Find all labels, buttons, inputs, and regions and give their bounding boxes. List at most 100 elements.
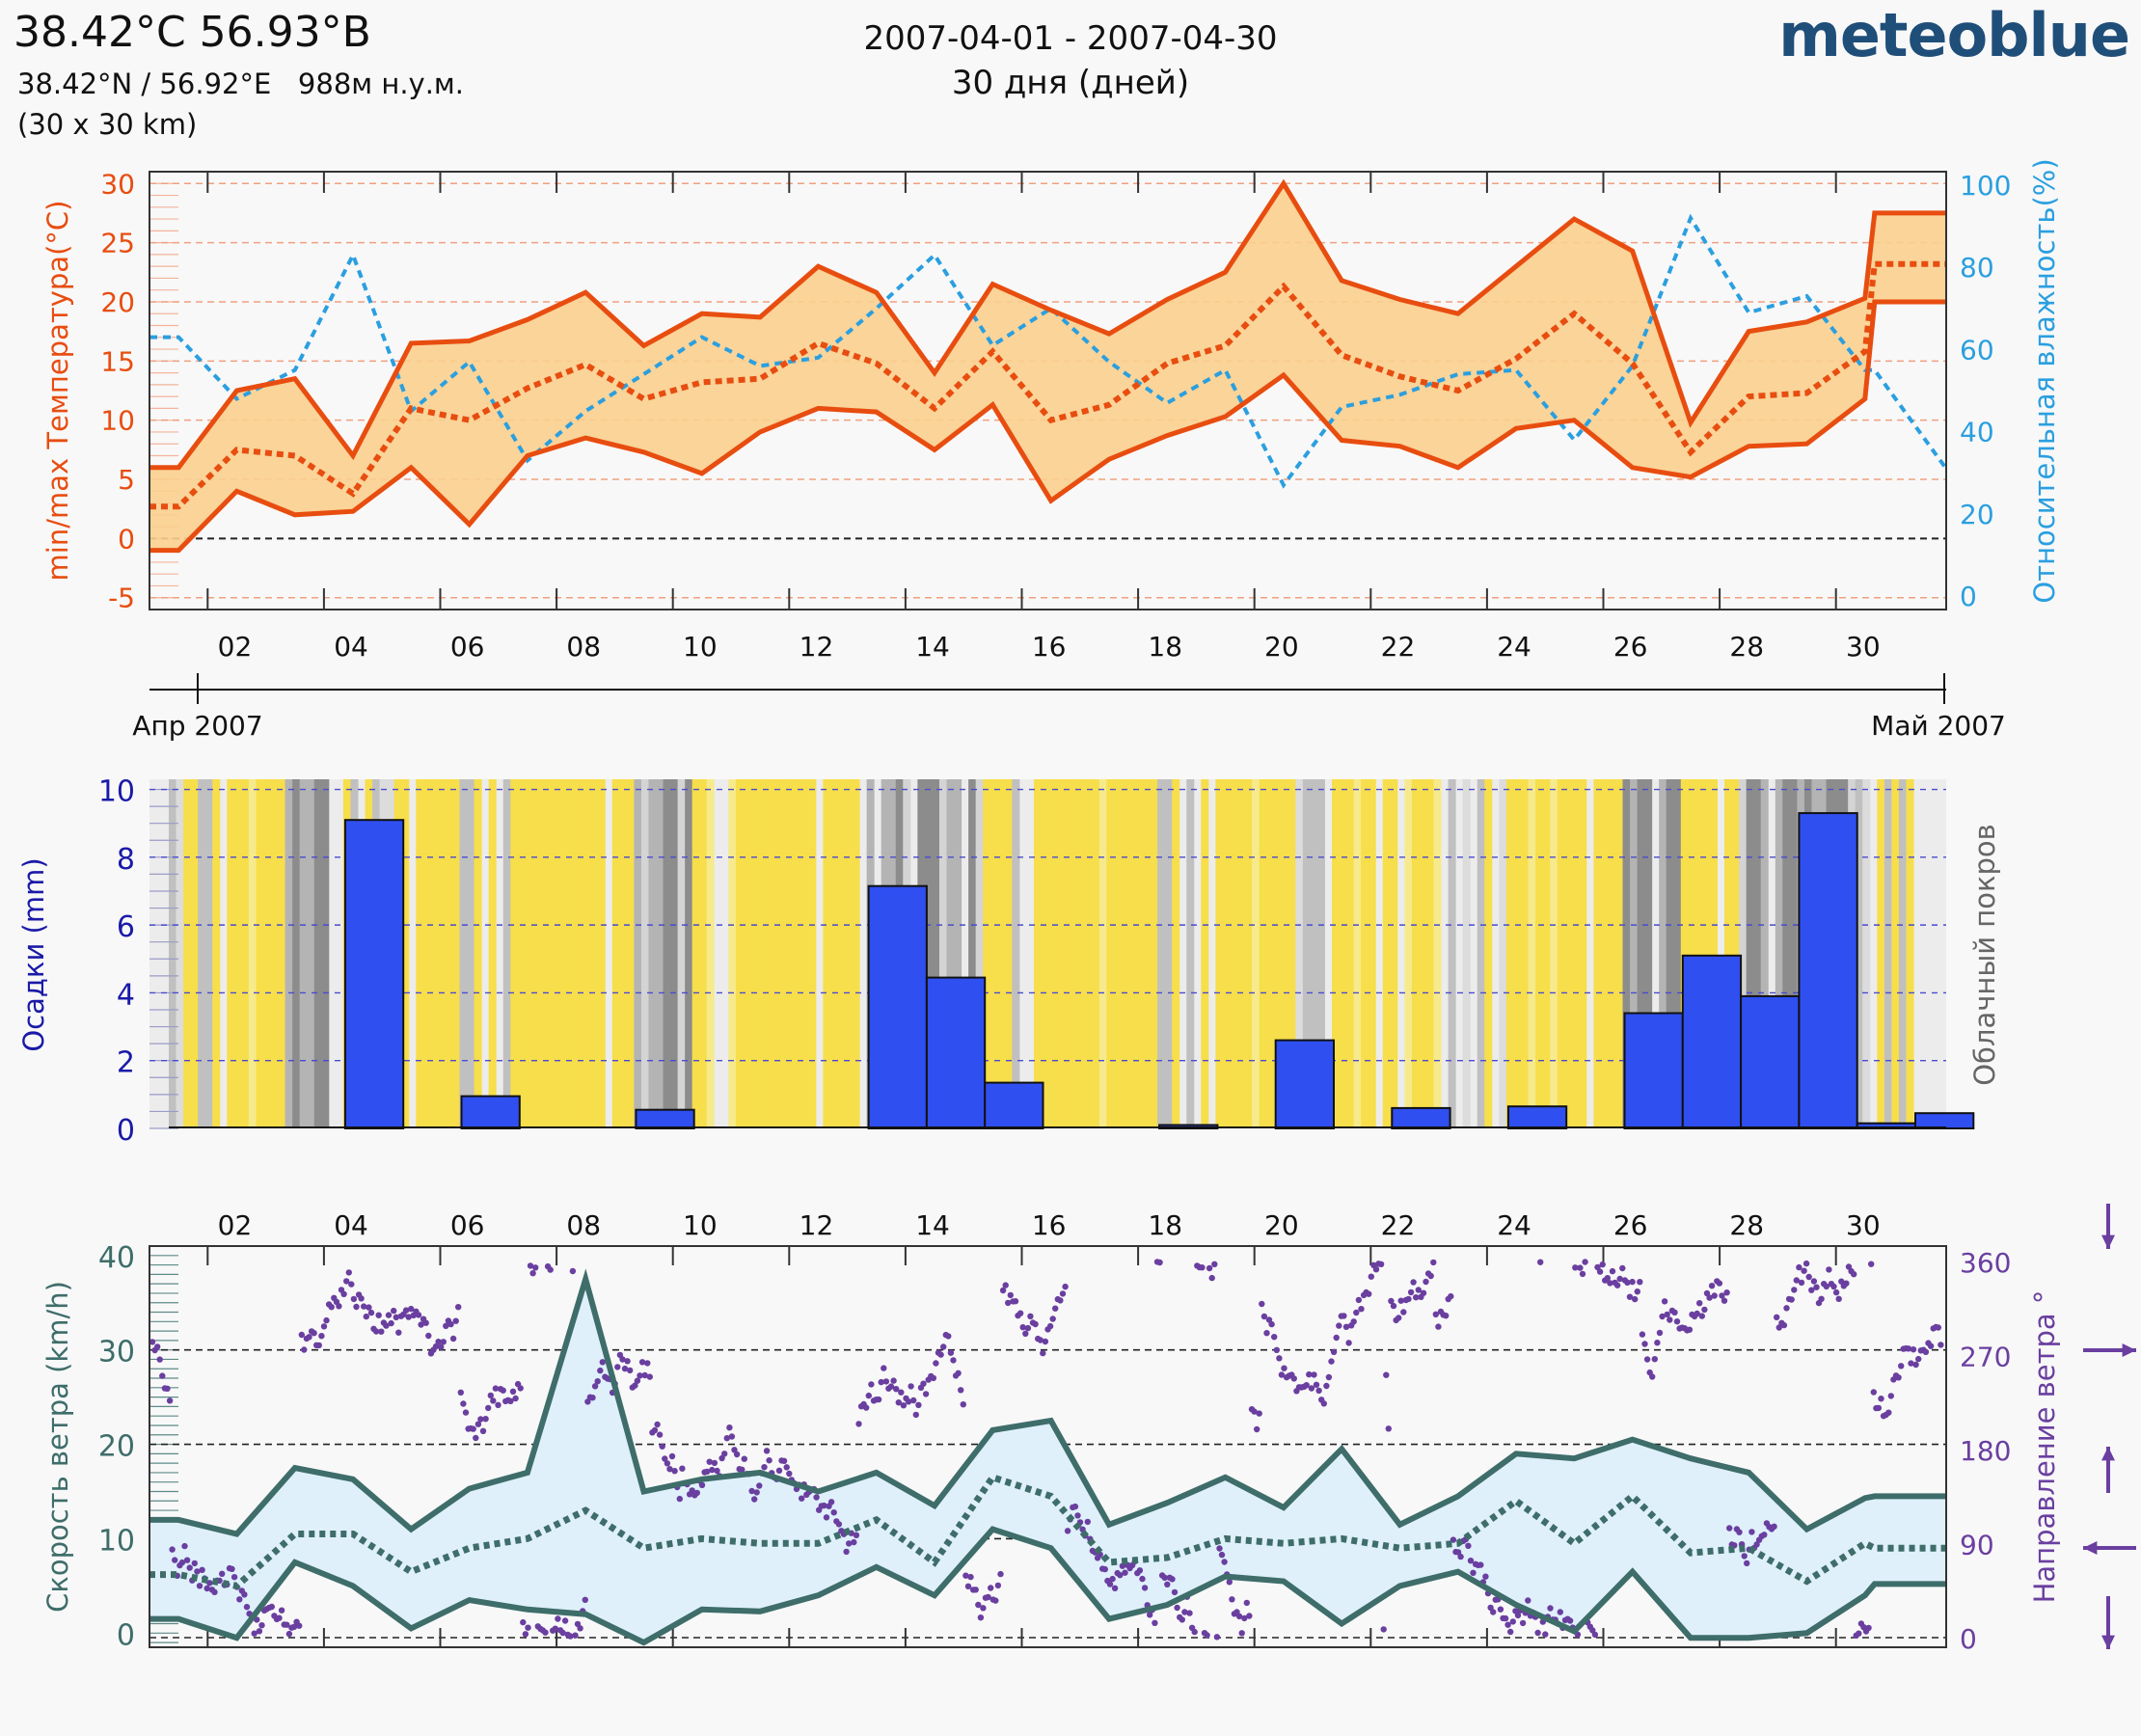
cloud-cover-strip xyxy=(313,779,322,1128)
wind-x-tick-label: 12 xyxy=(799,1209,834,1241)
wind-direction-point xyxy=(1604,1275,1612,1282)
wind-direction-point xyxy=(1256,1410,1262,1417)
wind-direction-point xyxy=(920,1380,927,1387)
cloud-cover-strip xyxy=(1425,779,1435,1128)
wind-direction-point xyxy=(632,1382,638,1389)
cloud-cover-strip xyxy=(1782,779,1791,1128)
wind-direction-point xyxy=(1415,1287,1423,1293)
wind-direction-point xyxy=(1711,1292,1718,1299)
temp-y-tick-label: 25 xyxy=(100,228,135,259)
wind-direction-point xyxy=(1059,1290,1067,1297)
precip-y-tick-label: 8 xyxy=(117,843,135,877)
grid-resolution: (30 x 30 km) xyxy=(17,108,198,141)
wind-direction-point xyxy=(1290,1375,1298,1382)
wind-direction-point xyxy=(482,1416,489,1423)
wind-x-tick-label: 16 xyxy=(1032,1209,1067,1241)
cloud-cover-strip xyxy=(1775,779,1783,1128)
wind-direction-point xyxy=(987,1585,994,1591)
precip-bar xyxy=(1506,1105,1568,1129)
wind-direction-point xyxy=(930,1374,937,1382)
month-label-end: Май 2007 xyxy=(1871,710,2006,742)
wind-direction-point xyxy=(637,1372,643,1379)
wind-x-tick-label: 18 xyxy=(1148,1209,1182,1241)
temp-x-tick-label: 30 xyxy=(1846,631,1881,663)
wind-direction-point xyxy=(1353,1309,1360,1316)
wind-direction-point xyxy=(1793,1277,1801,1284)
cloud-cover-strip xyxy=(510,779,519,1128)
meteoblue-logo[interactable]: meteoblue xyxy=(1778,0,2130,70)
cloud-cover-strip xyxy=(743,779,751,1128)
wind-direction-point xyxy=(1181,1609,1188,1615)
wind-direction-point xyxy=(547,1266,554,1273)
wind-direction-point xyxy=(1101,1565,1109,1573)
wind-direction-point xyxy=(203,1585,210,1592)
wind-direction-point xyxy=(851,1538,857,1546)
cloud-cover-strip xyxy=(626,779,635,1128)
cloud-cover-strip xyxy=(800,779,809,1128)
wind-direction-point xyxy=(679,1465,686,1472)
wind-direction-point xyxy=(1229,1596,1235,1603)
precip-y-tick-label: 0 xyxy=(117,1114,135,1148)
wind-direction-point xyxy=(1111,1585,1119,1592)
cloud-cover-strip xyxy=(561,779,570,1128)
wind-direction-point xyxy=(1226,1579,1233,1586)
wind-direction-point xyxy=(1052,1305,1059,1312)
wind-direction-point xyxy=(1062,1283,1069,1290)
wind-direction-point xyxy=(895,1399,902,1406)
wind-direction-point xyxy=(487,1392,494,1399)
wind-direction-point xyxy=(1254,1425,1260,1433)
wind-direction-point xyxy=(1577,1264,1584,1271)
cloud-cover-strip xyxy=(459,779,468,1128)
wind-direction-point xyxy=(320,1323,328,1330)
wind-direction-point xyxy=(1912,1361,1919,1369)
wind-direction-point xyxy=(1783,1305,1790,1312)
temp-x-tick-label: 22 xyxy=(1381,631,1416,663)
wind-direction-point xyxy=(1477,1561,1484,1568)
wind-direction-point xyxy=(1032,1320,1039,1328)
cloud-cover-strip xyxy=(1462,779,1471,1128)
wind-direction-point xyxy=(1206,1264,1213,1272)
cloud-cover-strip xyxy=(1055,779,1064,1128)
wind-direction-point xyxy=(485,1404,492,1412)
wind-direction-point xyxy=(1377,1261,1385,1268)
cloud-cover-strip xyxy=(1622,779,1631,1128)
wind-direction-point xyxy=(1427,1272,1434,1280)
wind-direction-point xyxy=(1397,1297,1404,1304)
wind-direction-point xyxy=(1046,1322,1054,1330)
wind-direction-point xyxy=(1263,1330,1270,1337)
cloud-cover-strip xyxy=(794,779,802,1128)
cloud-cover-strip xyxy=(1550,779,1558,1128)
wind-direction-point xyxy=(1355,1296,1363,1304)
wind-direction-point xyxy=(898,1389,905,1396)
wind-direction-point xyxy=(1423,1278,1429,1286)
wind-direction-point xyxy=(1649,1373,1656,1380)
cloud-cover-strip xyxy=(590,779,599,1128)
wind-direction-point xyxy=(532,1264,539,1271)
wind-direction-point xyxy=(1057,1297,1064,1304)
wind-direction-point xyxy=(693,1489,700,1497)
cloud-cover-strip xyxy=(1273,779,1282,1128)
wind-direction-point xyxy=(676,1495,683,1503)
wind-direction-point xyxy=(149,1339,156,1345)
wind-direction-point xyxy=(634,1377,641,1384)
wind-direction-point xyxy=(1805,1273,1812,1281)
wind-y-tick-label: 10 xyxy=(98,1524,135,1558)
cloud-cover-strip xyxy=(416,779,424,1128)
cloud-cover-strip xyxy=(198,779,206,1128)
precip-bar xyxy=(460,1095,521,1129)
wind-direction-point xyxy=(1908,1360,1914,1367)
temp-x-tick-label: 02 xyxy=(218,631,253,663)
wind-direction-point xyxy=(1136,1567,1144,1574)
wind-direction-point xyxy=(878,1378,884,1386)
wind-direction-point xyxy=(638,1359,646,1366)
elevation: 988м н.у.м. xyxy=(297,68,465,100)
wind-direction-point xyxy=(1701,1306,1708,1314)
wind-direction-point xyxy=(766,1457,772,1464)
wind-direction-point xyxy=(890,1377,897,1384)
precip-bar xyxy=(1914,1112,1975,1129)
cloud-cover-strip xyxy=(1659,779,1667,1128)
cloud-cover-strip xyxy=(517,779,526,1128)
wind-direction-point xyxy=(1306,1370,1313,1378)
wind-direction-point xyxy=(597,1367,604,1374)
wind-direction-point xyxy=(1345,1340,1352,1346)
